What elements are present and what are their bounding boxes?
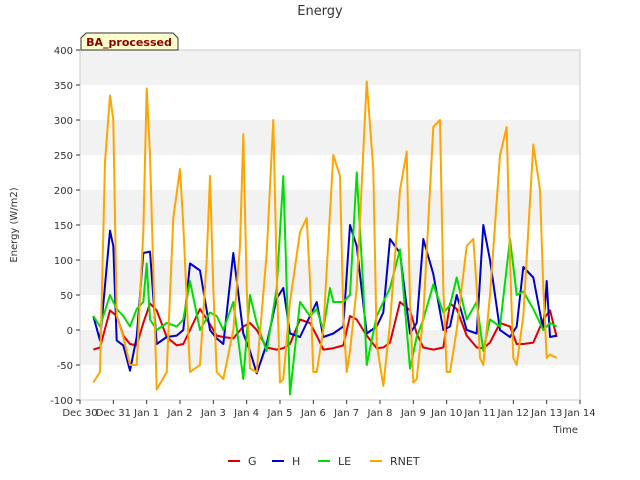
grid-band: [80, 85, 580, 120]
grid-band: [80, 120, 580, 155]
grid-band: [80, 365, 580, 400]
legend: G H LE RNET: [228, 455, 420, 468]
y-tick-label: -50: [57, 361, 73, 372]
x-axis-label: Time: [553, 425, 578, 436]
x-tick-label: Jan 6: [300, 408, 326, 419]
legend-label-rnet: RNET: [390, 455, 420, 468]
x-tick-label: Jan 4: [233, 408, 259, 419]
legend-label-le: LE: [338, 455, 351, 468]
y-tick-label: 350: [54, 81, 73, 92]
x-tick-label: Dec 30: [62, 408, 97, 419]
y-axis-ticks: -100 -50 0 50 100 150 200 250 300 350 400: [50, 46, 80, 407]
y-tick-label: 400: [54, 46, 73, 57]
x-tick-label: Jan 3: [200, 408, 226, 419]
y-axis-label: Energy (W/m2): [9, 187, 20, 262]
grid-band: [80, 50, 580, 85]
chart-title: Energy: [297, 4, 343, 19]
x-tick-label: Jan 9: [400, 408, 426, 419]
legend-label-g: G: [248, 455, 257, 468]
x-tick-label: Jan 10: [430, 408, 462, 419]
legend-label-h: H: [292, 455, 300, 468]
y-tick-label: 50: [60, 291, 73, 302]
x-tick-label: Jan 14: [563, 408, 595, 419]
x-tick-label: Jan 11: [463, 408, 495, 419]
x-tick-label: Jan 12: [497, 408, 529, 419]
y-tick-label: -100: [50, 396, 73, 407]
x-tick-label: Dec 31: [96, 408, 131, 419]
x-tick-label: Jan 2: [167, 408, 193, 419]
grid-band: [80, 155, 580, 190]
x-tick-label: Jan 7: [333, 408, 359, 419]
y-tick-label: 250: [54, 151, 73, 162]
series-lines: [92, 80, 558, 396]
annotation-text: BA_processed: [86, 36, 172, 49]
grid-band: [80, 225, 580, 260]
x-tick-label: Jan 13: [530, 408, 562, 419]
y-tick-label: 200: [54, 186, 73, 197]
ba-processed-label: BA_processed: [80, 32, 179, 51]
grid-band: [80, 330, 580, 365]
x-tick-label: Jan 8: [367, 408, 393, 419]
x-tick-label: Jan 1: [133, 408, 159, 419]
y-tick-label: 0: [67, 326, 73, 337]
x-tick-label: Jan 5: [267, 408, 293, 419]
series-line-rnet: [92, 80, 558, 391]
y-tick-label: 150: [54, 221, 73, 232]
y-tick-label: 300: [54, 116, 73, 127]
y-tick-label: 100: [54, 256, 73, 267]
